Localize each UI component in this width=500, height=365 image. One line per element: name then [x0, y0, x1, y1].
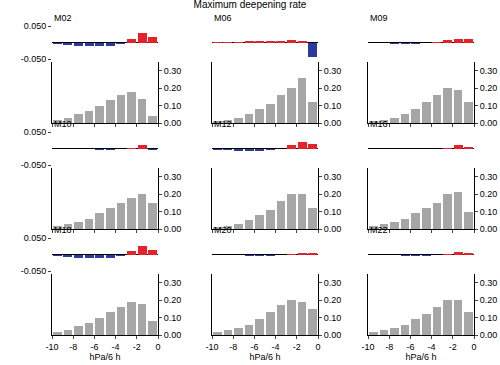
svg-text:0.30: 0.30 [480, 278, 498, 288]
svg-text:0.20: 0.20 [164, 295, 182, 305]
svg-text:0.00: 0.00 [480, 118, 498, 128]
svg-text:M22: M22 [370, 225, 388, 235]
svg-text:0.00: 0.00 [480, 224, 498, 234]
svg-text:0.050: 0.050 [24, 127, 47, 137]
svg-text:0.00: 0.00 [164, 224, 182, 234]
svg-text:-4: -4 [272, 342, 280, 352]
svg-text:0.050: 0.050 [24, 233, 47, 243]
svg-text:-6: -6 [406, 342, 414, 352]
svg-text:-8: -8 [385, 342, 393, 352]
svg-text:-8: -8 [69, 342, 77, 352]
svg-text:M09: M09 [370, 13, 388, 23]
svg-text:0.20: 0.20 [324, 295, 342, 305]
svg-text:-4: -4 [428, 342, 436, 352]
svg-text:hPa/6 h: hPa/6 h [89, 352, 120, 362]
svg-text:hPa/6 h: hPa/6 h [249, 352, 280, 362]
svg-text:-4: -4 [112, 342, 120, 352]
svg-text:0.00: 0.00 [324, 118, 342, 128]
svg-text:M16: M16 [370, 119, 388, 129]
svg-text:0.10: 0.10 [164, 207, 182, 217]
svg-text:0.30: 0.30 [164, 278, 182, 288]
svg-text:M10: M10 [54, 119, 72, 129]
svg-text:0.30: 0.30 [480, 172, 498, 182]
svg-text:0.10: 0.10 [480, 101, 498, 111]
svg-text:-2: -2 [449, 342, 457, 352]
svg-text:0.30: 0.30 [480, 66, 498, 76]
svg-text:0.00: 0.00 [164, 330, 182, 340]
svg-text:0.10: 0.10 [324, 207, 342, 217]
svg-text:M12: M12 [214, 119, 232, 129]
svg-text:0.20: 0.20 [480, 83, 498, 93]
svg-text:M20: M20 [214, 225, 232, 235]
svg-text:Maximum deepening rate: Maximum deepening rate [194, 0, 307, 10]
svg-text:M18: M18 [54, 225, 72, 235]
svg-text:0.00: 0.00 [164, 118, 182, 128]
svg-text:0.050: 0.050 [24, 21, 47, 31]
svg-text:0.00: 0.00 [480, 330, 498, 340]
svg-text:0.10: 0.10 [480, 313, 498, 323]
svg-text:0: 0 [315, 342, 320, 352]
svg-text:M06: M06 [214, 13, 232, 23]
svg-text:0.30: 0.30 [324, 66, 342, 76]
svg-text:-0.050: -0.050 [21, 266, 47, 276]
svg-text:0.30: 0.30 [324, 278, 342, 288]
svg-text:0.20: 0.20 [324, 189, 342, 199]
svg-text:-10: -10 [45, 342, 58, 352]
svg-text:0.10: 0.10 [164, 313, 182, 323]
svg-text:0.10: 0.10 [324, 101, 342, 111]
svg-text:0.10: 0.10 [480, 207, 498, 217]
svg-text:-2: -2 [133, 342, 141, 352]
svg-text:0.20: 0.20 [164, 189, 182, 199]
svg-text:-0.050: -0.050 [21, 160, 47, 170]
svg-text:0: 0 [471, 342, 476, 352]
svg-text:M02: M02 [54, 13, 72, 23]
svg-text:0.20: 0.20 [480, 189, 498, 199]
svg-text:0.30: 0.30 [164, 66, 182, 76]
svg-text:-0.050: -0.050 [21, 54, 47, 64]
svg-text:-6: -6 [250, 342, 258, 352]
svg-text:-2: -2 [293, 342, 301, 352]
svg-text:0.30: 0.30 [164, 172, 182, 182]
svg-text:-8: -8 [229, 342, 237, 352]
svg-text:0.00: 0.00 [324, 330, 342, 340]
svg-text:-10: -10 [361, 342, 374, 352]
svg-text:0.00: 0.00 [324, 224, 342, 234]
svg-text:0.10: 0.10 [324, 313, 342, 323]
svg-text:0.20: 0.20 [324, 83, 342, 93]
svg-text:-6: -6 [90, 342, 98, 352]
svg-text:-10: -10 [205, 342, 218, 352]
svg-text:hPa/6 h: hPa/6 h [405, 352, 436, 362]
svg-text:0.10: 0.10 [164, 101, 182, 111]
svg-text:0.20: 0.20 [164, 83, 182, 93]
svg-text:0.30: 0.30 [324, 172, 342, 182]
svg-text:0.20: 0.20 [480, 295, 498, 305]
svg-text:0: 0 [155, 342, 160, 352]
